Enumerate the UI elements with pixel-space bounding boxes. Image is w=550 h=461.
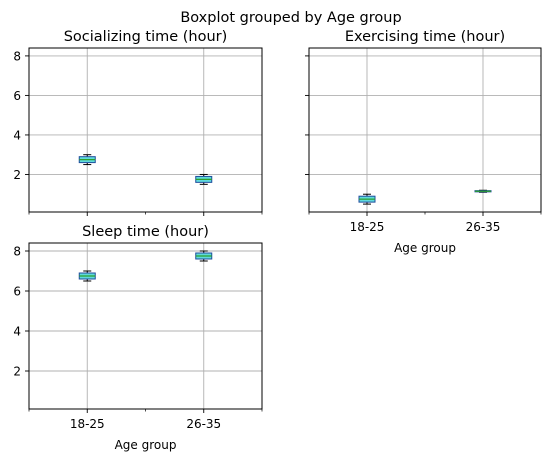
box-26-35 [474,189,492,193]
y-tick-label: 6 [13,89,21,103]
box-26-35 [195,250,213,262]
y-tick-label: 4 [13,128,21,142]
figure-suptitle: Boxplot grouped by Age group [180,10,401,26]
subplot-title: Sleep time (hour) [82,224,209,240]
box-26-35 [195,173,213,185]
box-18-25 [78,270,96,282]
x-tick-label: 26-35 [466,220,501,234]
y-tick-label: 2 [13,365,21,379]
x-tick-label: 18-25 [70,417,105,431]
box-18-25 [78,154,96,166]
subplot-3: Sleep time (hour) 2 4 6 8 18-25 26-35 Age group [13,224,263,452]
x-axis-label: Age group [115,438,177,452]
x-tick-label: 26-35 [186,417,221,431]
y-tick-label: 8 [13,49,21,63]
subplots: Socializing time (hour) 2 4 6 8 Exercising ti… [13,29,542,452]
y-tick-label: 8 [13,245,21,259]
x-axis-label: Age group [394,241,456,255]
y-tick-label: 6 [13,285,21,299]
box-18-25 [358,193,376,205]
subplot-1: Socializing time (hour) 2 4 6 8 [13,29,263,216]
subplot-2: Exercising time (hour) 18-25 26-35 Age grou… [305,29,542,255]
y-tick-label: 2 [13,168,21,182]
axes-frame [28,242,263,410]
subplot-title: Exercising time (hour) [345,29,505,45]
axes-frame [308,47,542,213]
axes-frame [28,47,263,213]
subplot-title: Socializing time (hour) [64,29,228,45]
y-tick-label: 4 [13,325,21,339]
x-tick-label: 18-25 [350,220,385,234]
